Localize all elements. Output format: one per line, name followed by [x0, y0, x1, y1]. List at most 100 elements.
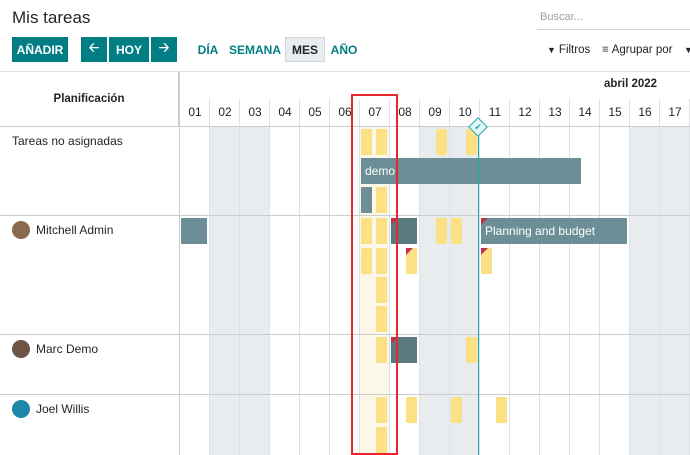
avatar — [12, 400, 30, 418]
day-label: 04 — [278, 105, 292, 119]
task-pill[interactable] — [376, 306, 387, 332]
more-options-icon[interactable]: ▼ — [684, 44, 690, 55]
row-header: Planificación — [0, 72, 179, 127]
task-pill[interactable] — [406, 248, 417, 274]
row-divider — [0, 334, 690, 335]
arrow-left-icon: 🡠 — [88, 39, 100, 55]
scale-day-button[interactable]: DÍA — [197, 42, 219, 57]
day-label: 10 — [458, 105, 472, 119]
task-pill[interactable] — [376, 187, 387, 213]
day-label: 13 — [548, 105, 562, 119]
column-divider — [299, 99, 300, 455]
today-button[interactable]: HOY — [109, 37, 149, 62]
day-label: 07 — [368, 105, 382, 119]
scale-month-button[interactable]: MES — [285, 37, 325, 62]
month-label: abril 2022 — [604, 78, 658, 90]
task-pill[interactable] — [376, 427, 387, 453]
day-label: 08 — [398, 105, 412, 119]
column-divider — [659, 99, 660, 455]
row-divider — [0, 215, 690, 216]
current-time-line — [478, 127, 479, 455]
day-label: 14 — [578, 105, 592, 119]
next-button[interactable]: 🡢 — [151, 37, 177, 62]
task-pill[interactable] — [376, 337, 387, 363]
task-pill[interactable] — [361, 129, 372, 155]
day-label: 12 — [518, 105, 532, 119]
day-column[interactable] — [270, 127, 300, 455]
row-label-text: Marc Demo — [36, 342, 99, 356]
task-pill[interactable] — [361, 218, 372, 244]
groupby-label: Agrupar por — [611, 43, 673, 56]
day-label: 17 — [668, 105, 682, 119]
task-bar[interactable] — [181, 218, 207, 244]
day-label: 03 — [248, 105, 262, 119]
column-divider — [329, 99, 330, 455]
task-pill[interactable] — [376, 397, 387, 423]
row-label-text: Mitchell Admin — [36, 223, 114, 237]
search-input[interactable] — [537, 4, 690, 30]
deadline-flag — [391, 218, 398, 225]
task-pill[interactable] — [376, 277, 387, 303]
day-column[interactable] — [600, 127, 630, 455]
arrow-right-icon: 🡢 — [158, 39, 170, 55]
scale-year-button[interactable]: AÑO — [330, 42, 358, 57]
row-label-mitchell[interactable]: Mitchell Admin — [12, 221, 113, 239]
day-label: 06 — [338, 105, 352, 119]
list-icon: ≡ — [602, 43, 609, 56]
task-pill[interactable] — [376, 248, 387, 274]
groupby-button[interactable]: ≡ Agrupar por — [602, 37, 672, 62]
day-column[interactable] — [660, 127, 690, 455]
check-icon: ✔ — [474, 122, 482, 132]
task-bar-planning[interactable]: Planning and budget — [481, 218, 627, 244]
filters-button[interactable]: ▼ Filtros — [547, 37, 590, 62]
task-bar[interactable] — [361, 187, 372, 213]
day-label: 02 — [218, 105, 232, 119]
deadline-flag — [391, 337, 398, 344]
column-divider — [419, 99, 420, 455]
row-label-text: Joel Willis — [36, 402, 90, 416]
day-column[interactable] — [330, 127, 360, 455]
day-column[interactable] — [210, 127, 240, 455]
day-label: 15 — [608, 105, 622, 119]
task-pill[interactable] — [466, 129, 477, 155]
avatar — [12, 221, 30, 239]
task-pill[interactable] — [481, 248, 492, 274]
add-button[interactable]: AÑADIR — [12, 37, 68, 62]
column-divider — [209, 99, 210, 455]
day-label: 05 — [308, 105, 322, 119]
task-pill[interactable] — [436, 129, 447, 155]
row-divider — [0, 394, 690, 395]
task-pill[interactable] — [406, 397, 417, 423]
row-label-unassigned[interactable]: Tareas no asignadas — [12, 134, 123, 148]
filters-label: Filtros — [558, 43, 591, 56]
task-pill[interactable] — [436, 218, 447, 244]
previous-button[interactable]: 🡠 — [81, 37, 107, 62]
row-label-marc[interactable]: Marc Demo — [12, 340, 98, 358]
column-divider — [569, 99, 570, 455]
task-pill[interactable] — [496, 397, 507, 423]
day-column[interactable] — [630, 127, 660, 455]
deadline-flag — [481, 218, 488, 225]
column-divider — [359, 99, 360, 455]
column-divider — [509, 99, 510, 455]
day-column[interactable] — [300, 127, 330, 455]
day-column[interactable] — [240, 127, 270, 455]
row-label-joel[interactable]: Joel Willis — [12, 400, 89, 418]
task-pill[interactable] — [376, 129, 387, 155]
day-label: 01 — [188, 105, 202, 119]
day-label: 09 — [428, 105, 442, 119]
deadline-flag — [481, 248, 488, 255]
column-divider — [449, 99, 450, 455]
task-pill[interactable] — [376, 218, 387, 244]
task-pill[interactable] — [451, 397, 462, 423]
column-divider — [269, 99, 270, 455]
column-divider — [539, 99, 540, 455]
scale-week-button[interactable]: SEMANA — [229, 42, 282, 57]
task-pill[interactable] — [361, 248, 372, 274]
column-divider — [629, 99, 630, 455]
day-column[interactable] — [180, 127, 210, 455]
column-divider — [389, 99, 390, 455]
highlight-box — [351, 94, 398, 455]
task-pill[interactable] — [451, 218, 462, 244]
task-pill[interactable] — [466, 337, 477, 363]
